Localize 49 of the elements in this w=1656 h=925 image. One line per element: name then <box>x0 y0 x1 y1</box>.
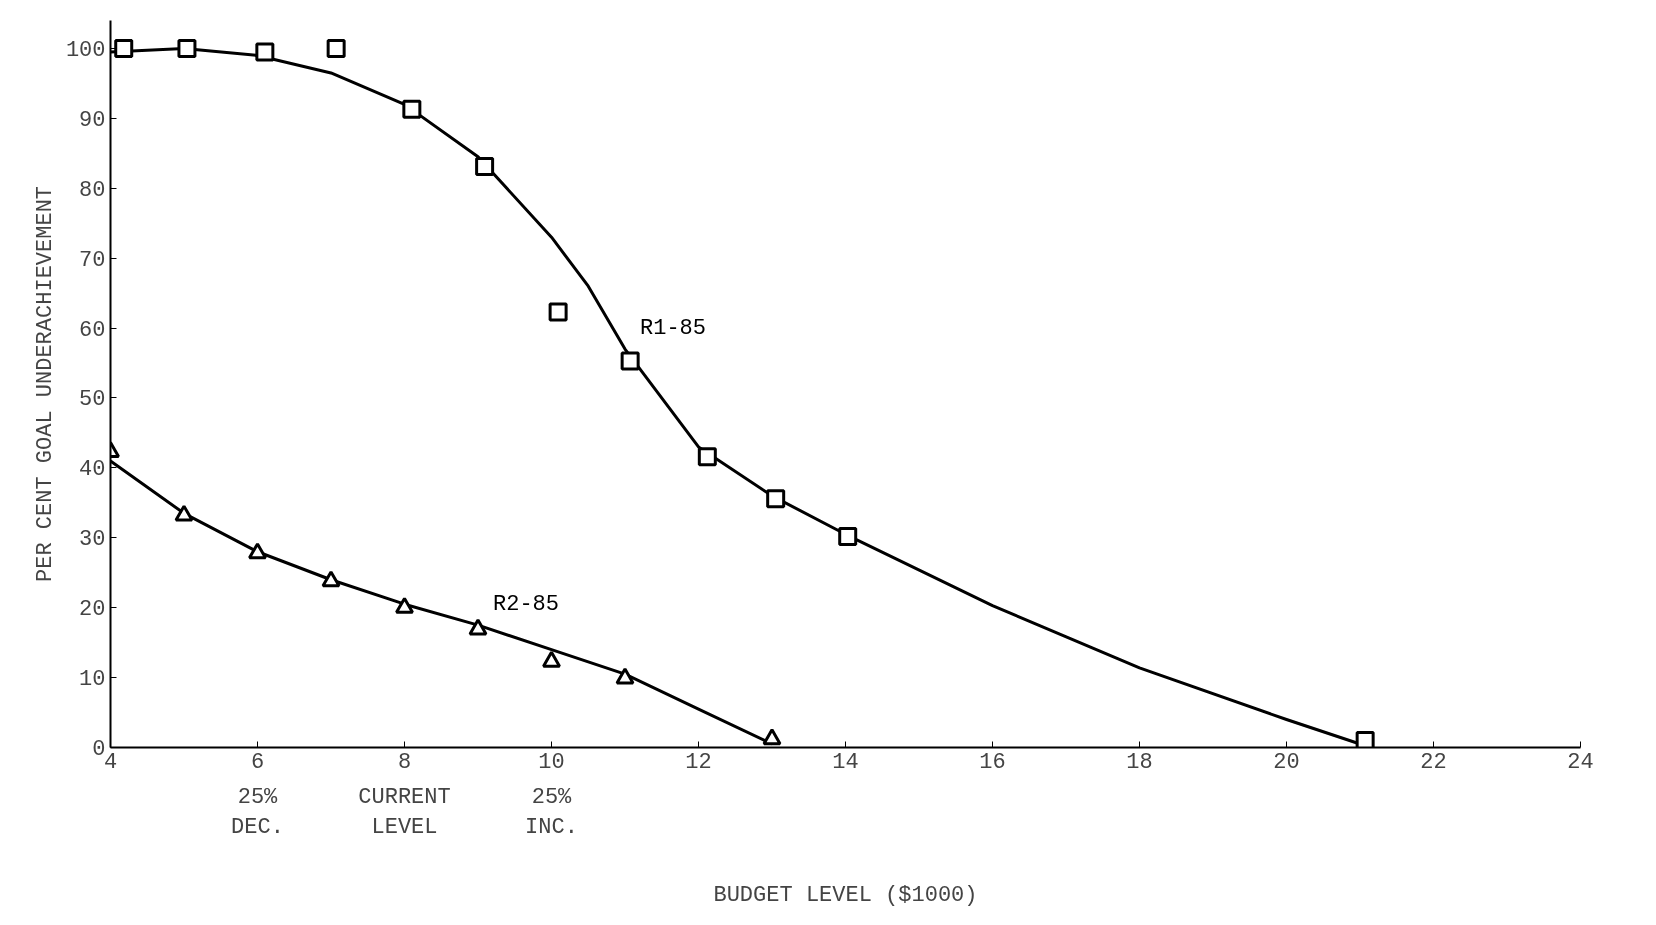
y-tick-label: 70 <box>79 247 106 273</box>
point <box>114 38 134 58</box>
point <box>766 489 786 509</box>
point <box>321 570 341 588</box>
point <box>395 596 414 614</box>
y-tick-label: 80 <box>79 177 106 203</box>
y-tick-label: 40 <box>79 457 106 483</box>
text: 25% DEC. <box>231 784 284 840</box>
x-tick-label: 24 <box>1567 749 1594 775</box>
y-tick-label: 10 <box>79 667 106 693</box>
x-tick-label: 12 <box>685 749 712 775</box>
x-tick-label: 4 <box>103 749 118 775</box>
point <box>615 667 635 685</box>
point <box>475 157 495 177</box>
y-tick-label: 90 <box>79 107 106 133</box>
x-tick-label: 6 <box>250 749 265 775</box>
point <box>402 99 422 119</box>
point <box>177 38 197 58</box>
x-axis-title: BUDGET LEVEL ($1000) <box>713 882 978 908</box>
x-tick-label: 20 <box>1273 749 1300 775</box>
y-axis-title: PER CENT GOAL UNDERACHIEVEMENT <box>32 185 58 583</box>
y-tick-label: 60 <box>79 317 106 343</box>
point <box>542 650 561 668</box>
y-tick-label: 20 <box>79 597 106 623</box>
point <box>255 42 275 62</box>
x-tick-label: 18 <box>1126 749 1153 775</box>
point <box>174 504 194 522</box>
x-tick-label: 14 <box>832 749 859 775</box>
point <box>326 38 346 58</box>
x-tick-label: 10 <box>538 749 565 775</box>
point <box>1355 731 1375 748</box>
point <box>838 526 858 546</box>
point <box>762 728 782 746</box>
text: CURRENT LEVEL <box>358 784 451 840</box>
series-label: R2-85 <box>493 592 560 618</box>
point <box>620 351 640 371</box>
point <box>248 542 267 560</box>
y-tick-label: 50 <box>79 387 106 413</box>
point <box>548 302 568 322</box>
series-label: R1-85 <box>640 316 707 342</box>
text: 25% INC. <box>525 784 578 840</box>
x-tick-label: 16 <box>979 749 1006 775</box>
point <box>697 447 717 467</box>
y-tick-label: 30 <box>79 527 106 553</box>
point <box>468 618 488 636</box>
x-tick-label: 8 <box>397 749 412 775</box>
y-tick-label: 100 <box>65 37 106 63</box>
x-tick-label: 22 <box>1420 749 1447 775</box>
y-tick-label: 0 <box>92 737 106 762</box>
